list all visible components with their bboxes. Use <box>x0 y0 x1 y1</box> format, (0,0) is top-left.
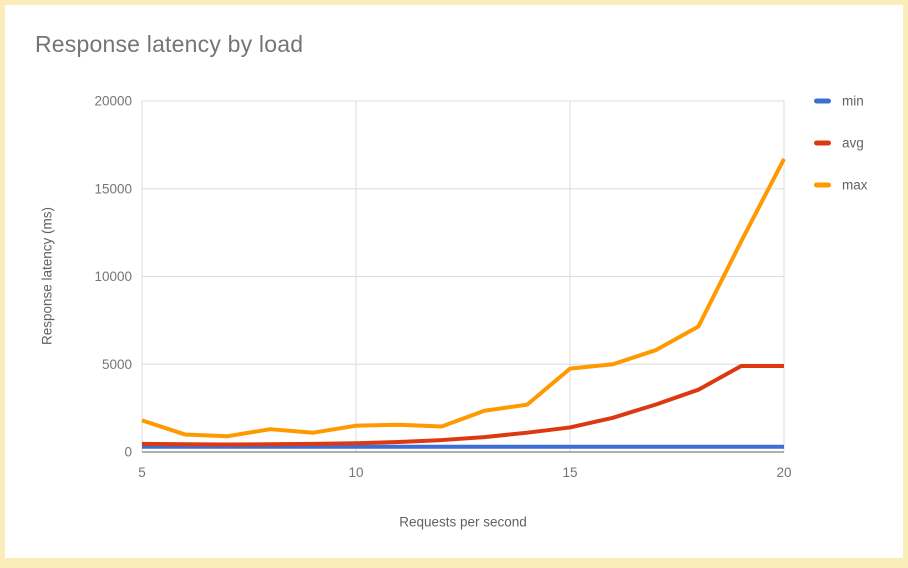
y-tick-label: 0 <box>124 445 132 460</box>
y-axis-title: Response latency (ms) <box>39 206 55 346</box>
series-line-avg <box>141 364 784 447</box>
legend-swatch-min <box>814 98 831 104</box>
x-tick-label: 20 <box>776 465 791 480</box>
y-tick-label: 15000 <box>94 181 132 196</box>
legend-swatch-max <box>814 182 831 188</box>
x-tick-label: 5 <box>138 465 146 480</box>
legend-label-avg: avg <box>842 136 864 151</box>
chart-title: Response latency by load <box>35 31 304 57</box>
x-tick-label: 10 <box>348 465 363 480</box>
legend-label-max: max <box>842 178 868 193</box>
x-axis-title: Requests per second <box>399 514 527 530</box>
legend-swatch-avg <box>814 140 831 146</box>
legend-label-min: min <box>842 94 864 109</box>
x-tick-label: 15 <box>562 465 577 480</box>
y-tick-label: 10000 <box>94 269 132 284</box>
y-tick-label: 5000 <box>102 357 132 372</box>
y-tick-label: 20000 <box>94 94 132 109</box>
series-line-max <box>141 157 786 439</box>
